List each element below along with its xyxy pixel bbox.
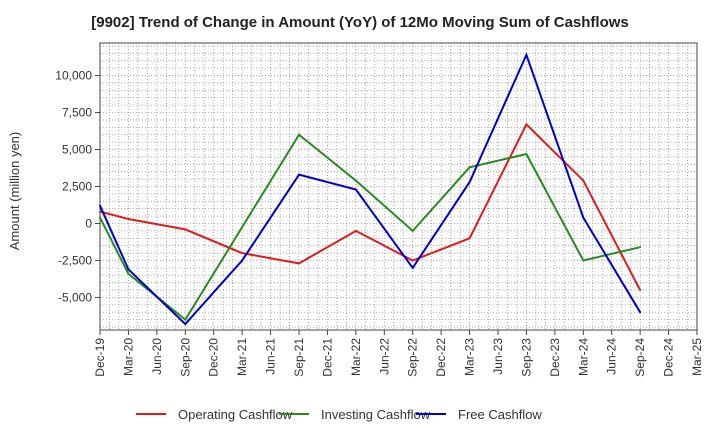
data-point <box>411 259 414 262</box>
x-tick-label: Jun-20 <box>150 338 164 375</box>
x-tick-label: Mar-23 <box>463 338 477 376</box>
data-point <box>525 53 528 56</box>
data-point <box>127 218 130 221</box>
data-point <box>582 259 585 262</box>
series-layer <box>99 52 642 326</box>
y-tick-label: 2,500 <box>62 180 92 194</box>
data-point <box>639 246 642 249</box>
x-tick-label: Sep-24 <box>633 338 647 377</box>
data-point <box>241 259 244 262</box>
data-point <box>298 133 300 136</box>
x-tick-label: Dec-24 <box>662 338 676 377</box>
data-point <box>99 210 101 213</box>
data-point <box>298 262 300 265</box>
data-point <box>582 179 585 182</box>
x-tick-label: Dec-22 <box>434 338 448 377</box>
y-tick-label: 0 <box>85 216 92 230</box>
data-point <box>354 179 357 182</box>
data-point <box>468 237 471 240</box>
y-tick-label: 10,000 <box>55 69 92 83</box>
x-tick-label: Jun-23 <box>491 338 505 375</box>
x-tick-label: Sep-22 <box>406 338 420 377</box>
data-point <box>411 229 414 232</box>
series-line-free-cashflow <box>99 52 641 326</box>
data-point <box>99 204 101 207</box>
data-point <box>468 181 471 184</box>
legend-label: Investing Cashflow <box>321 407 431 422</box>
data-point <box>184 323 187 326</box>
data-point <box>411 266 414 269</box>
x-tick-label: Dec-23 <box>548 338 562 377</box>
x-tick-label: Mar-22 <box>349 338 363 376</box>
data-point <box>354 229 357 232</box>
data-point <box>184 228 187 231</box>
data-point <box>525 152 528 155</box>
legend: Operating Cashflow Investing Cashflow Free… <box>136 407 542 422</box>
data-point <box>639 289 642 292</box>
x-tick-label: Jun-21 <box>264 338 278 375</box>
data-point <box>639 311 642 314</box>
axis-layer: -5,000 -2,500 0 2,500 5,000 7,500 10,000 Dec-19… <box>55 42 704 377</box>
data-point <box>184 318 187 321</box>
series-line-investing-cashflow <box>99 133 641 322</box>
legend-label: Free Cashflow <box>458 407 542 422</box>
data-point <box>127 268 130 271</box>
x-tick-label: Mar-25 <box>690 338 704 376</box>
y-tick-label: 5,000 <box>62 143 92 157</box>
x-tick-label: Jun-24 <box>605 338 619 375</box>
y-tick-label: 7,500 <box>62 106 92 120</box>
data-point <box>354 188 357 191</box>
x-tick-label: Sep-21 <box>292 338 306 377</box>
y-axis-title: Amount (million yen) <box>7 132 22 251</box>
x-tick-label: Dec-20 <box>207 338 221 377</box>
data-point <box>468 166 471 169</box>
data-point <box>127 272 130 275</box>
x-tick-label: Mar-21 <box>235 338 249 376</box>
chart-title: [9902] Trend of Change in Amount (YoY) o… <box>91 14 629 31</box>
legend-label: Operating Cashflow <box>178 407 293 422</box>
x-tick-label: Jun-22 <box>377 338 391 375</box>
y-tick-label: -2,500 <box>58 253 92 267</box>
x-tick-label: Dec-19 <box>93 338 107 377</box>
data-point <box>99 216 101 219</box>
grid-layer <box>99 43 698 330</box>
x-tick-label: Mar-24 <box>576 338 590 376</box>
x-tick-label: Dec-21 <box>320 338 334 377</box>
y-tick-label: -5,000 <box>58 290 92 304</box>
data-point <box>298 173 300 176</box>
x-tick-label: Sep-20 <box>178 338 192 377</box>
data-point <box>582 216 585 219</box>
x-tick-label: Mar-20 <box>121 338 135 376</box>
data-point <box>525 123 528 126</box>
data-point <box>241 252 244 255</box>
x-tick-label: Sep-23 <box>519 338 533 377</box>
